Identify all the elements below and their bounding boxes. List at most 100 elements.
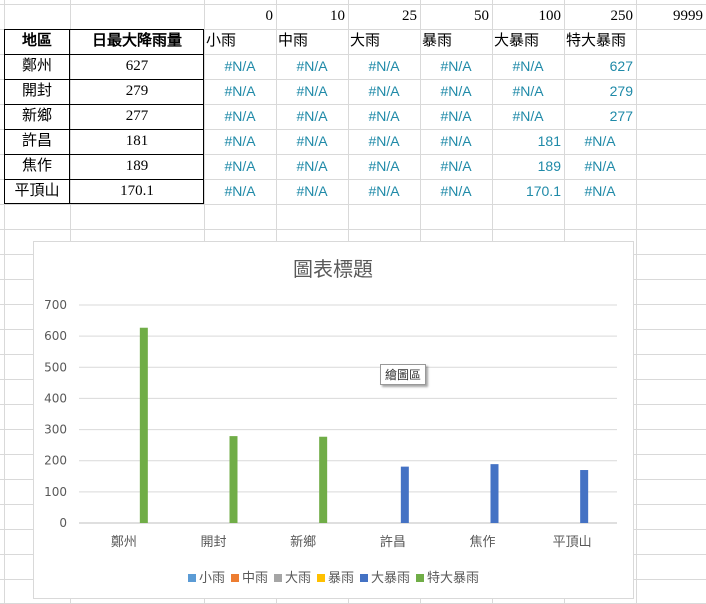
na-cell[interactable]: #N/A bbox=[440, 133, 472, 149]
row-gridline bbox=[0, 54, 706, 55]
rainfall-value-cell[interactable]: 627 bbox=[125, 58, 149, 74]
y-tick-label: 600 bbox=[44, 329, 67, 343]
na-cell[interactable]: #N/A bbox=[584, 158, 616, 174]
threshold-cell[interactable]: 25 bbox=[402, 8, 417, 24]
y-tick-label: 400 bbox=[44, 391, 67, 405]
y-tick-label: 200 bbox=[44, 454, 67, 468]
category-header-cell[interactable]: 中雨 bbox=[278, 33, 309, 49]
region-header-cell[interactable]: 地區 bbox=[21, 33, 52, 49]
na-cell[interactable]: #N/A bbox=[296, 58, 328, 74]
lookup-value-cell[interactable]: 277 bbox=[609, 108, 633, 124]
na-cell[interactable]: #N/A bbox=[296, 183, 328, 199]
na-cell[interactable]: #N/A bbox=[440, 58, 472, 74]
na-cell[interactable]: #N/A bbox=[440, 158, 472, 174]
rainfall-value-cell[interactable]: 181 bbox=[125, 133, 149, 149]
rainfall-value-cell[interactable]: 170.1 bbox=[120, 183, 154, 199]
na-cell[interactable]: #N/A bbox=[584, 133, 616, 149]
row-gridline bbox=[0, 179, 706, 180]
threshold-cell[interactable]: 50 bbox=[474, 8, 489, 24]
x-tick-label: 鄭州 bbox=[111, 535, 137, 550]
region-cell[interactable]: 鄭州 bbox=[21, 58, 52, 74]
region-cell[interactable]: 平頂山 bbox=[14, 183, 60, 199]
category-header-cell[interactable]: 小雨 bbox=[206, 33, 237, 49]
rainfall-value-cell[interactable]: 279 bbox=[125, 83, 149, 99]
row-gridline bbox=[0, 29, 706, 30]
na-cell[interactable]: #N/A bbox=[296, 133, 328, 149]
row-gridline bbox=[0, 204, 706, 205]
lookup-value-cell[interactable]: 627 bbox=[609, 58, 633, 74]
na-cell[interactable]: #N/A bbox=[224, 58, 256, 74]
legend-entry[interactable]: 特大暴雨 bbox=[416, 567, 479, 586]
legend-swatch bbox=[273, 574, 282, 582]
na-cell[interactable]: #N/A bbox=[368, 83, 400, 99]
region-cell[interactable]: 新鄉 bbox=[21, 108, 52, 124]
category-header-cell[interactable]: 暴雨 bbox=[422, 33, 453, 49]
na-cell[interactable]: #N/A bbox=[368, 58, 400, 74]
column-gridline bbox=[636, 0, 637, 603]
chart-title: 圖表標題 bbox=[293, 257, 373, 281]
lookup-value-cell[interactable]: 279 bbox=[609, 83, 633, 99]
chart-legend[interactable]: 小雨 中雨 大雨 暴雨 大暴雨 特大暴雨 bbox=[34, 567, 633, 586]
na-cell[interactable]: #N/A bbox=[584, 183, 616, 199]
plot-area-tooltip: 繪圖區 bbox=[380, 364, 427, 385]
na-cell[interactable]: #N/A bbox=[224, 133, 256, 149]
na-cell[interactable]: #N/A bbox=[512, 108, 544, 124]
na-cell[interactable]: #N/A bbox=[224, 183, 256, 199]
region-cell[interactable]: 開封 bbox=[21, 83, 52, 99]
y-tick-label: 0 bbox=[59, 516, 67, 530]
category-header-cell[interactable]: 特大暴雨 bbox=[566, 33, 627, 49]
y-tick-label: 300 bbox=[44, 423, 67, 437]
region-cell[interactable]: 許昌 bbox=[21, 133, 52, 149]
rainfall-header-cell[interactable]: 日最大降雨量 bbox=[91, 33, 182, 49]
legend-label: 大暴雨 bbox=[371, 571, 411, 586]
legend-entry[interactable]: 大暴雨 bbox=[360, 567, 410, 586]
na-cell[interactable]: #N/A bbox=[368, 183, 400, 199]
y-tick-label: 500 bbox=[44, 360, 67, 374]
na-cell[interactable]: #N/A bbox=[440, 83, 472, 99]
category-header-cell[interactable]: 大暴雨 bbox=[494, 33, 540, 49]
na-cell[interactable]: #N/A bbox=[368, 133, 400, 149]
threshold-cell[interactable]: 100 bbox=[538, 8, 562, 24]
threshold-cell[interactable]: 250 bbox=[610, 8, 634, 24]
x-tick-label: 平頂山 bbox=[553, 535, 592, 550]
rainfall-value-cell[interactable]: 277 bbox=[125, 108, 149, 124]
x-tick-label: 新鄉 bbox=[290, 534, 316, 550]
na-cell[interactable]: #N/A bbox=[224, 83, 256, 99]
category-header-cell[interactable]: 大雨 bbox=[350, 33, 381, 49]
lookup-value-cell[interactable]: 189 bbox=[537, 158, 561, 174]
lookup-value-cell[interactable]: 181 bbox=[537, 133, 561, 149]
na-cell[interactable]: #N/A bbox=[512, 58, 544, 74]
threshold-cell[interactable]: 0 bbox=[265, 8, 274, 24]
legend-label: 特大暴雨 bbox=[427, 571, 480, 586]
legend-entry[interactable]: 大雨 bbox=[273, 567, 311, 586]
na-cell[interactable]: #N/A bbox=[296, 83, 328, 99]
legend-entry[interactable]: 中雨 bbox=[230, 567, 268, 586]
bar bbox=[229, 436, 238, 523]
na-cell[interactable]: #N/A bbox=[368, 108, 400, 124]
na-cell[interactable]: #N/A bbox=[296, 108, 328, 124]
bar bbox=[319, 436, 328, 523]
row-gridline bbox=[0, 4, 706, 5]
legend-entry[interactable]: 暴雨 bbox=[317, 567, 354, 586]
legend-swatch bbox=[360, 574, 369, 582]
na-cell[interactable]: #N/A bbox=[296, 158, 328, 174]
column-gridline bbox=[4, 0, 5, 603]
na-cell[interactable]: #N/A bbox=[368, 158, 400, 174]
legend-entry[interactable]: 小雨 bbox=[187, 567, 225, 586]
rainfall-value-cell[interactable]: 189 bbox=[125, 158, 149, 174]
chart-plot[interactable]: 圖表標題 0 100 200 300 400 500 600 700 鄭州 開封 新鄉 許昌 焦作 平頂山 bbox=[34, 242, 633, 598]
row-gridline bbox=[0, 79, 706, 80]
na-cell[interactable]: #N/A bbox=[224, 108, 256, 124]
x-tick-label: 開封 bbox=[200, 535, 226, 550]
threshold-cell[interactable]: 10 bbox=[330, 8, 345, 24]
na-cell[interactable]: #N/A bbox=[440, 108, 472, 124]
na-cell[interactable]: #N/A bbox=[440, 183, 472, 199]
na-cell[interactable]: #N/A bbox=[512, 83, 544, 99]
threshold-cell[interactable]: 9999 bbox=[673, 8, 703, 24]
lookup-value-cell[interactable]: 170.1 bbox=[525, 183, 561, 199]
na-cell[interactable]: #N/A bbox=[224, 158, 256, 174]
chart-object[interactable]: 圖表標題 0 100 200 300 400 500 600 700 鄭州 開封 新鄉 許昌 焦作 平頂山 … bbox=[33, 241, 634, 599]
legend-label: 中雨 bbox=[241, 571, 268, 586]
region-cell[interactable]: 焦作 bbox=[21, 158, 52, 174]
